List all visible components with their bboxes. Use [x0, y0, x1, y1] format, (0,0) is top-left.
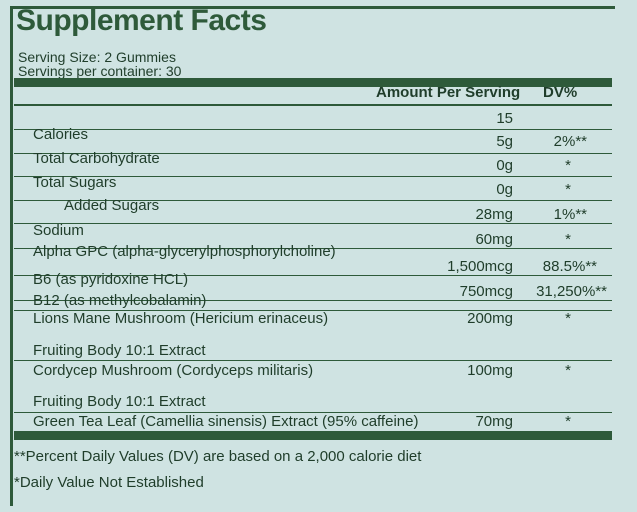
row-dv: * [565, 181, 571, 198]
row-label: Cordycep Mushroom (Cordyceps militaris) [33, 362, 314, 379]
calories-amount: 15 [496, 110, 513, 127]
row-dv: 88.5%** [542, 258, 597, 275]
row-label: Fruiting Body 10:1 Extract [33, 342, 206, 359]
row-label: Lions Mane Mushroom (Hericium erinaceus) [33, 310, 329, 327]
row-dv: 2%** [553, 133, 587, 150]
row-amount: 60mg [475, 231, 513, 248]
row-divider [14, 412, 612, 413]
row-label: Fruiting Body 10:1 Extract [33, 393, 206, 410]
row-divider [14, 300, 612, 301]
row-dv: * [565, 310, 571, 327]
row-label: Sodium [33, 222, 84, 239]
supplement-facts-panel [10, 6, 615, 506]
row-divider [14, 153, 612, 154]
footnote-percent-dv: **Percent Daily Values (DV) are based on… [14, 448, 422, 465]
row-dv: * [565, 157, 571, 174]
servings-per-container: Servings per container: 30 [18, 63, 182, 79]
row-divider [14, 248, 612, 249]
row-divider [14, 200, 612, 201]
row-dv: * [565, 231, 571, 248]
row-dv: 1%** [553, 206, 587, 223]
row-label: B12 (as methylcobalamin) [33, 292, 207, 309]
row-divider [14, 223, 612, 224]
bottom-divider [14, 431, 612, 440]
row-divider [14, 275, 612, 276]
top-divider [14, 78, 612, 87]
row-label: Green Tea Leaf (Camellia sinensis) Extra… [33, 413, 419, 430]
row-divider [14, 129, 612, 130]
row-dv: * [565, 362, 571, 379]
row-dv: * [565, 413, 571, 430]
row-divider [14, 360, 612, 361]
row-amount: 0g [496, 157, 513, 174]
serving-size: Serving Size: 2 Gummies [18, 49, 176, 65]
row-dv: 31,250%** [536, 283, 607, 300]
dv-header: DV% [543, 84, 578, 101]
row-amount: 28mg [475, 206, 513, 223]
amount-header: Amount Per Serving [376, 84, 521, 101]
row-amount: 5g [496, 133, 513, 150]
row-amount: 750mcg [459, 283, 513, 300]
row-divider [14, 176, 612, 177]
row-label: Calories [33, 126, 89, 143]
row-label: Added Sugars [64, 197, 160, 214]
row-label: Total Carbohydrate [33, 150, 160, 167]
row-amount: 100mg [467, 362, 513, 379]
header-divider [14, 104, 612, 106]
row-amount: 1,500mcg [447, 258, 513, 275]
row-label: Alpha GPC (alpha-glycerylphosphorylcholi… [33, 243, 336, 260]
panel-title: Supplement Facts [16, 4, 267, 37]
row-label: B6 (as pyridoxine HCL) [33, 271, 189, 288]
row-divider [14, 310, 612, 311]
row-amount: 0g [496, 181, 513, 198]
footnote-not-established: *Daily Value Not Established [14, 474, 204, 491]
row-amount: 70mg [475, 413, 513, 430]
row-label: Total Sugars [33, 174, 117, 191]
row-amount: 200mg [467, 310, 513, 327]
